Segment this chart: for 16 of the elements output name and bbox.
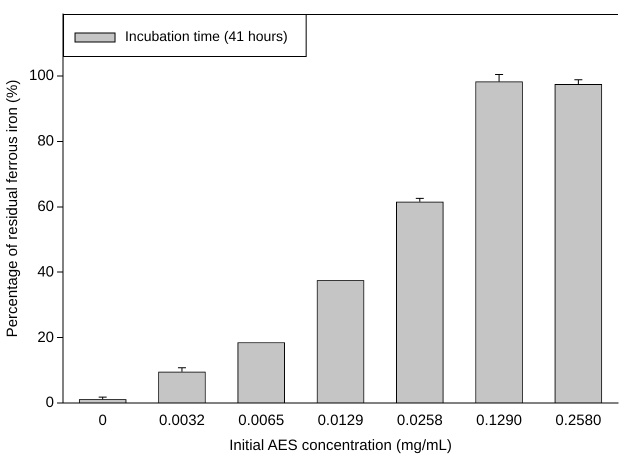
x-tick-label: 0.0065 <box>238 412 284 430</box>
y-tick-label: 20 <box>37 328 54 346</box>
y-tick-label: 80 <box>37 132 54 150</box>
y-tick-label: 100 <box>28 67 54 84</box>
y-tick-label: 60 <box>37 198 54 216</box>
x-tick-label: 0 <box>98 412 107 430</box>
y-axis-title: Percentage of residual ferrous iron (%) <box>4 80 22 338</box>
y-tick-label: 0 <box>46 394 54 412</box>
x-axis-title: Initial AES concentration (mg/mL) <box>229 437 452 454</box>
y-tick-label: 40 <box>37 263 54 280</box>
x-tick-label: 0.0258 <box>396 412 443 430</box>
x-tick-label: 0.2580 <box>555 412 602 430</box>
x-tick-label: 0.1290 <box>476 412 522 430</box>
x-tick-label: 0.0032 <box>159 412 205 430</box>
x-tick-label: 0.0129 <box>318 412 364 430</box>
legend-label: Incubation time (41 hours) <box>125 28 288 44</box>
